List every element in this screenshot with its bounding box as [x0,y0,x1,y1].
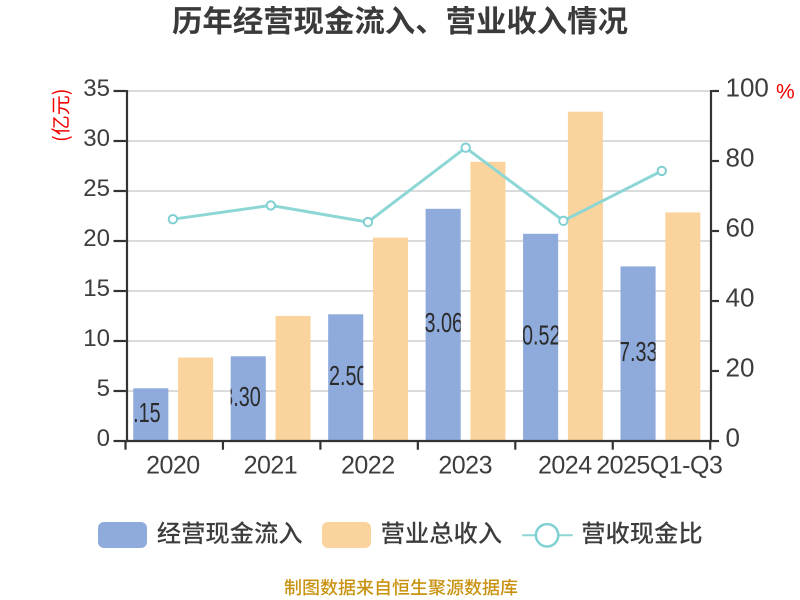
svg-text:12.50: 12.50 [318,361,368,392]
svg-text:2023: 2023 [438,452,492,480]
svg-text:2025Q1-Q3: 2025Q1-Q3 [596,452,722,480]
svg-text:35: 35 [83,75,110,102]
svg-text:2020: 2020 [146,452,200,480]
svg-text:5: 5 [97,375,110,402]
svg-text:30: 30 [83,125,110,152]
svg-text:100: 100 [726,73,769,103]
svg-text:2021: 2021 [244,452,298,480]
svg-text:0: 0 [97,425,110,452]
svg-text:8.30: 8.30 [222,382,261,413]
svg-text:40: 40 [726,283,755,313]
svg-text:60: 60 [726,213,755,243]
svg-text:15: 15 [83,275,110,302]
svg-text:%: % [776,81,795,104]
svg-text:20: 20 [83,225,110,252]
svg-text:0: 0 [726,423,740,453]
svg-text:10: 10 [83,325,110,352]
svg-text:80: 80 [726,143,755,173]
svg-text:17.33: 17.33 [608,337,658,368]
svg-text:2022: 2022 [341,452,395,480]
svg-text:25: 25 [83,175,110,202]
svg-text:2024: 2024 [538,452,592,480]
svg-text:20.52: 20.52 [511,320,561,351]
svg-text:23.06: 23.06 [413,308,463,339]
svg-text:20: 20 [726,353,755,383]
svg-text:5.15: 5.15 [122,398,161,429]
